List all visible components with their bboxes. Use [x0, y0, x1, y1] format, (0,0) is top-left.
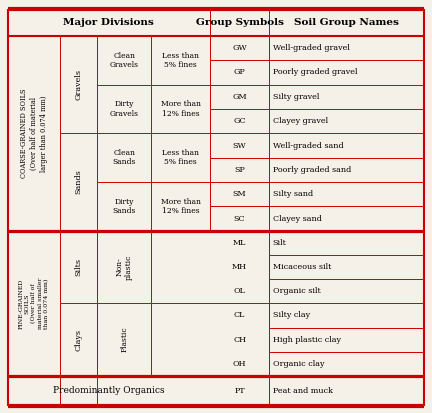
Text: CL: CL [234, 311, 245, 320]
Text: Non-
plastic: Non- plastic [116, 254, 133, 280]
Text: Clays: Clays [75, 329, 83, 351]
Text: SM: SM [233, 190, 246, 198]
Text: Clayey gravel: Clayey gravel [273, 117, 328, 125]
Text: Well-graded sand: Well-graded sand [273, 142, 343, 150]
Text: CH: CH [233, 336, 246, 344]
Text: Group Symbols: Group Symbols [196, 18, 283, 27]
Text: OL: OL [234, 287, 245, 295]
Text: Major Divisions: Major Divisions [64, 18, 154, 27]
Text: Organic silt: Organic silt [273, 287, 321, 295]
Text: GP: GP [234, 69, 245, 76]
Text: OH: OH [233, 360, 246, 368]
Text: Clean
Sands: Clean Sands [113, 149, 136, 166]
Text: Dirty
Sands: Dirty Sands [113, 198, 136, 215]
Text: Organic clay: Organic clay [273, 360, 324, 368]
Text: GW: GW [232, 44, 247, 52]
Text: COARSE-GRAINED SOILS
(Over half of material
larger than 0.074 mm): COARSE-GRAINED SOILS (Over half of mater… [20, 88, 48, 178]
Text: Sands: Sands [75, 170, 83, 195]
Text: Predominantly Organics: Predominantly Organics [53, 386, 165, 395]
Text: ML: ML [233, 239, 246, 247]
Text: PT: PT [234, 387, 245, 395]
Text: Less than
5% fines: Less than 5% fines [162, 52, 199, 69]
Text: Peat and muck: Peat and muck [273, 387, 333, 395]
Text: Silty gravel: Silty gravel [273, 93, 319, 101]
Text: Poorly graded gravel: Poorly graded gravel [273, 69, 357, 76]
Text: Well-graded gravel: Well-graded gravel [273, 44, 349, 52]
Text: Micaceous silt: Micaceous silt [273, 263, 331, 271]
Text: GC: GC [233, 117, 246, 125]
Text: Silty sand: Silty sand [273, 190, 313, 198]
Text: Silty clay: Silty clay [273, 311, 310, 320]
Text: SW: SW [233, 142, 246, 150]
Text: Soil Group Names: Soil Group Names [294, 18, 399, 27]
Text: Silt: Silt [273, 239, 287, 247]
Text: Silts: Silts [75, 258, 83, 276]
Text: Poorly graded sand: Poorly graded sand [273, 166, 351, 174]
Text: Plastic: Plastic [121, 327, 128, 352]
Text: Less than
5% fines: Less than 5% fines [162, 149, 199, 166]
Text: Gravels: Gravels [75, 69, 83, 100]
Text: Clean
Gravels: Clean Gravels [110, 52, 139, 69]
Text: MH: MH [232, 263, 247, 271]
Text: GM: GM [232, 93, 247, 101]
Text: SC: SC [234, 215, 245, 223]
Text: Clayey sand: Clayey sand [273, 215, 322, 223]
Text: SP: SP [234, 166, 245, 174]
Text: More than
12% fines: More than 12% fines [161, 100, 200, 118]
Text: FINE-GRAINED
SOILS
(Over half of
material smaller
than 0.074 mm): FINE-GRAINED SOILS (Over half of materia… [19, 278, 49, 329]
Text: More than
12% fines: More than 12% fines [161, 198, 200, 215]
Text: Dirty
Gravels: Dirty Gravels [110, 100, 139, 118]
Text: High plastic clay: High plastic clay [273, 336, 341, 344]
